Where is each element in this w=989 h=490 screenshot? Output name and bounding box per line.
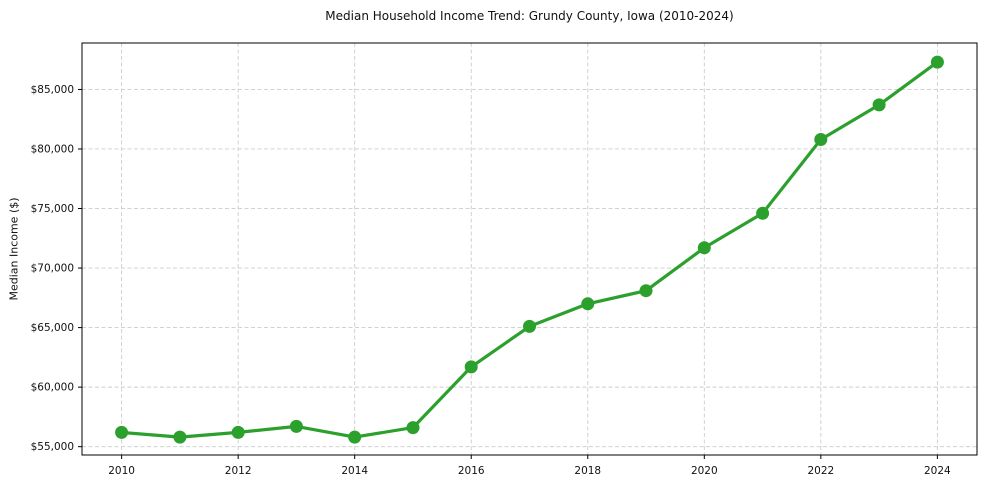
data-point [289, 419, 303, 433]
y-tick-label: $70,000 [31, 263, 74, 275]
data-point [756, 206, 770, 220]
data-point [406, 421, 420, 435]
data-point [697, 241, 711, 255]
data-point [115, 425, 129, 439]
data-point [173, 430, 187, 444]
x-tick-label: 2018 [574, 465, 601, 477]
x-tick-label: 2020 [691, 465, 718, 477]
trend-line [120, 60, 939, 439]
data-point [814, 133, 828, 146]
y-tick-label: $65,000 [31, 322, 74, 334]
chart-title: Median Household Income Trend: Grundy Co… [325, 9, 734, 23]
data-point [639, 284, 653, 298]
y-tick-label: $85,000 [31, 84, 74, 96]
x-tick-label: 2024 [924, 465, 951, 477]
data-point [231, 425, 245, 439]
y-tick-label: $80,000 [31, 143, 74, 155]
data-point [872, 98, 886, 112]
data-point [464, 360, 478, 374]
plot-border [81, 42, 978, 456]
x-tick-label: 2016 [458, 465, 485, 477]
x-tick-label: 2010 [108, 465, 135, 477]
data-point [581, 297, 595, 311]
x-tick-label: 2014 [341, 465, 368, 477]
x-tick-label: 2012 [225, 465, 252, 477]
y-tick-label: $75,000 [31, 203, 74, 215]
data-point [348, 430, 362, 444]
data-point [523, 319, 536, 333]
x-tick-label: 2022 [807, 465, 834, 477]
data-point [930, 55, 944, 69]
y-tick-label: $60,000 [31, 382, 74, 394]
y-tick-label: $55,000 [31, 441, 74, 453]
